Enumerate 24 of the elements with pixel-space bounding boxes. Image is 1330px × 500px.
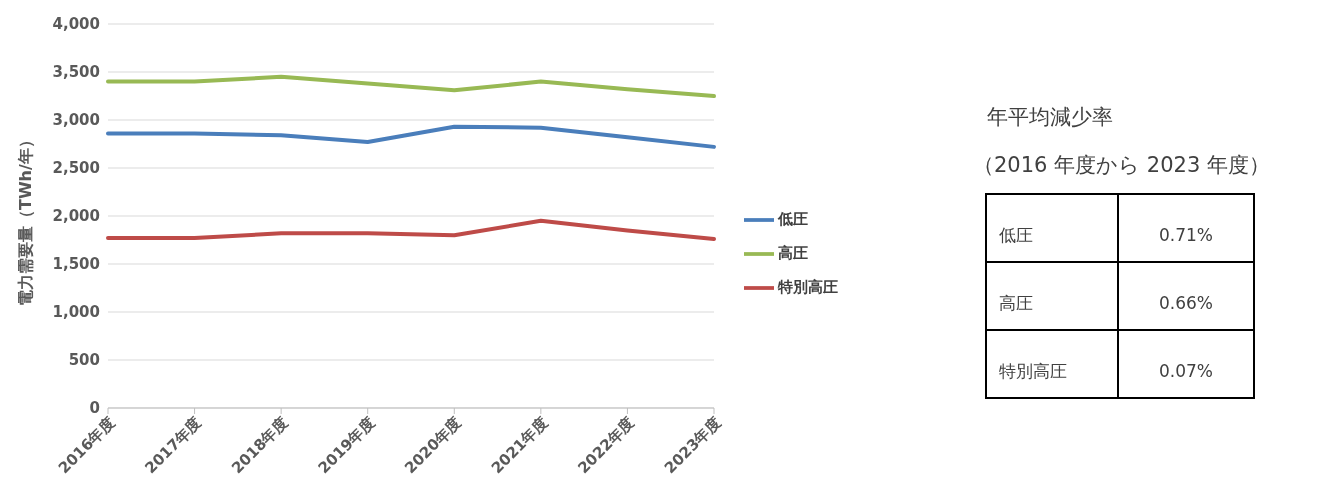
line-series [106,74,716,98]
y-tick-label: 1,500 [52,255,100,274]
text: 年平均減少率 [987,104,1114,131]
category-label: 高圧 [986,262,1118,330]
legend-label: 高圧 [778,244,808,262]
legend-label: 特別高圧 [778,278,838,296]
y-axis-title: 電力需要量（TWh/年） [15,132,35,306]
line-series [106,218,716,242]
category-label: 特別高圧 [986,330,1118,398]
y-tick-label: 2,000 [52,207,100,226]
y-tick-label: 3,500 [52,63,100,82]
y-tick-label: 0 [89,399,100,418]
y-tick-label: 500 [68,351,100,370]
y-tick-label: 3,000 [52,111,100,130]
text: 0.66% [1158,293,1213,313]
legend-label: 低圧 [778,210,808,228]
y-tick-label: 4,000 [52,15,100,34]
line-series [106,124,716,149]
text: （2016 年度から 2023 年度） [973,152,1270,179]
text: 0.71% [1158,225,1213,245]
category-label: 低圧 [986,194,1118,262]
y-tick-label: 1,000 [52,303,100,322]
text: 0.07% [1158,361,1213,381]
y-tick-label: 2,500 [52,159,100,178]
